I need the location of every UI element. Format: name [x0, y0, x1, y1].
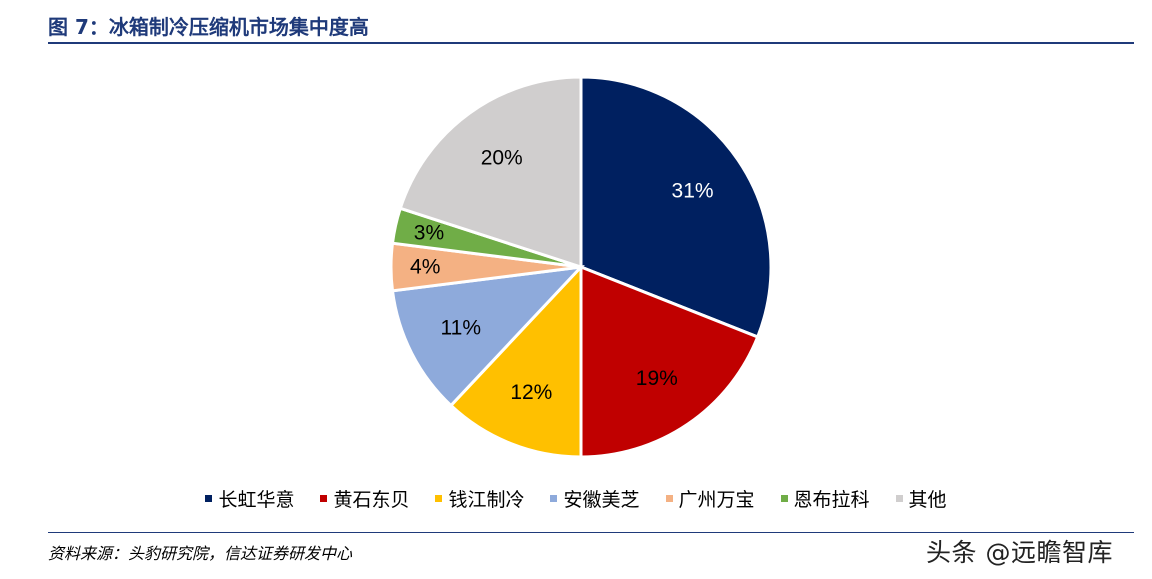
legend-swatch [205, 494, 213, 502]
slice-label-1: 19% [636, 367, 678, 390]
slice-label-0: 31% [672, 180, 714, 203]
legend-swatch [550, 494, 558, 502]
legend-label: 长虹华意 [218, 488, 295, 511]
source-divider [48, 532, 1134, 533]
legend-label: 钱江制冷 [448, 488, 525, 511]
legend-swatch [895, 494, 903, 502]
chart-title: 图 7：冰箱制冷压缩机市场集中度高 [48, 15, 369, 39]
pie-slice-6 [398, 75, 583, 270]
legend-swatch [435, 494, 443, 502]
pie-slice-0 [579, 75, 773, 339]
legend-item-6: 其他 [895, 485, 947, 512]
title-divider [48, 42, 1134, 44]
legend-label: 其他 [908, 488, 947, 511]
slice-label-2: 12% [510, 381, 552, 404]
legend-swatch [665, 494, 673, 502]
legend-item-0: 长虹华意 [205, 485, 294, 512]
pie-slice-3 [390, 264, 585, 408]
legend-swatch [780, 494, 788, 502]
source-note: 资料来源：头豹研究院，信达证券研发中心 [48, 544, 353, 563]
legend-item-1: 黄石东贝 [320, 485, 409, 512]
legend-swatch [320, 494, 328, 502]
legend-item-4: 广州万宝 [665, 485, 755, 512]
legend-label: 安徽美芝 [563, 488, 640, 511]
legend-label: 广州万宝 [678, 488, 755, 511]
slice-label-3: 11% [441, 317, 481, 340]
chart-legend: 长虹华意 黄石东贝 钱江制冷 安徽美芝 广州万宝 恩布拉科 其他 [0, 484, 1152, 512]
legend-item-3: 安徽美芝 [550, 485, 640, 512]
legend-label: 恩布拉科 [793, 488, 870, 511]
slice-label-6: 20% [481, 146, 523, 169]
slice-label-4: 4% [410, 256, 440, 279]
pie-slice-2 [448, 263, 583, 459]
legend-item-2: 钱江制冷 [435, 485, 524, 512]
pie-slice-1 [579, 264, 760, 459]
legend-label: 黄石东贝 [333, 488, 410, 511]
legend-item-5: 恩布拉科 [780, 485, 870, 512]
watermark: 头条 @远瞻智库 [926, 538, 1113, 567]
pie-chart: 31% 19% 12% 11% 4% 3% 20% [389, 75, 773, 459]
slice-label-5: 3% [414, 222, 444, 245]
